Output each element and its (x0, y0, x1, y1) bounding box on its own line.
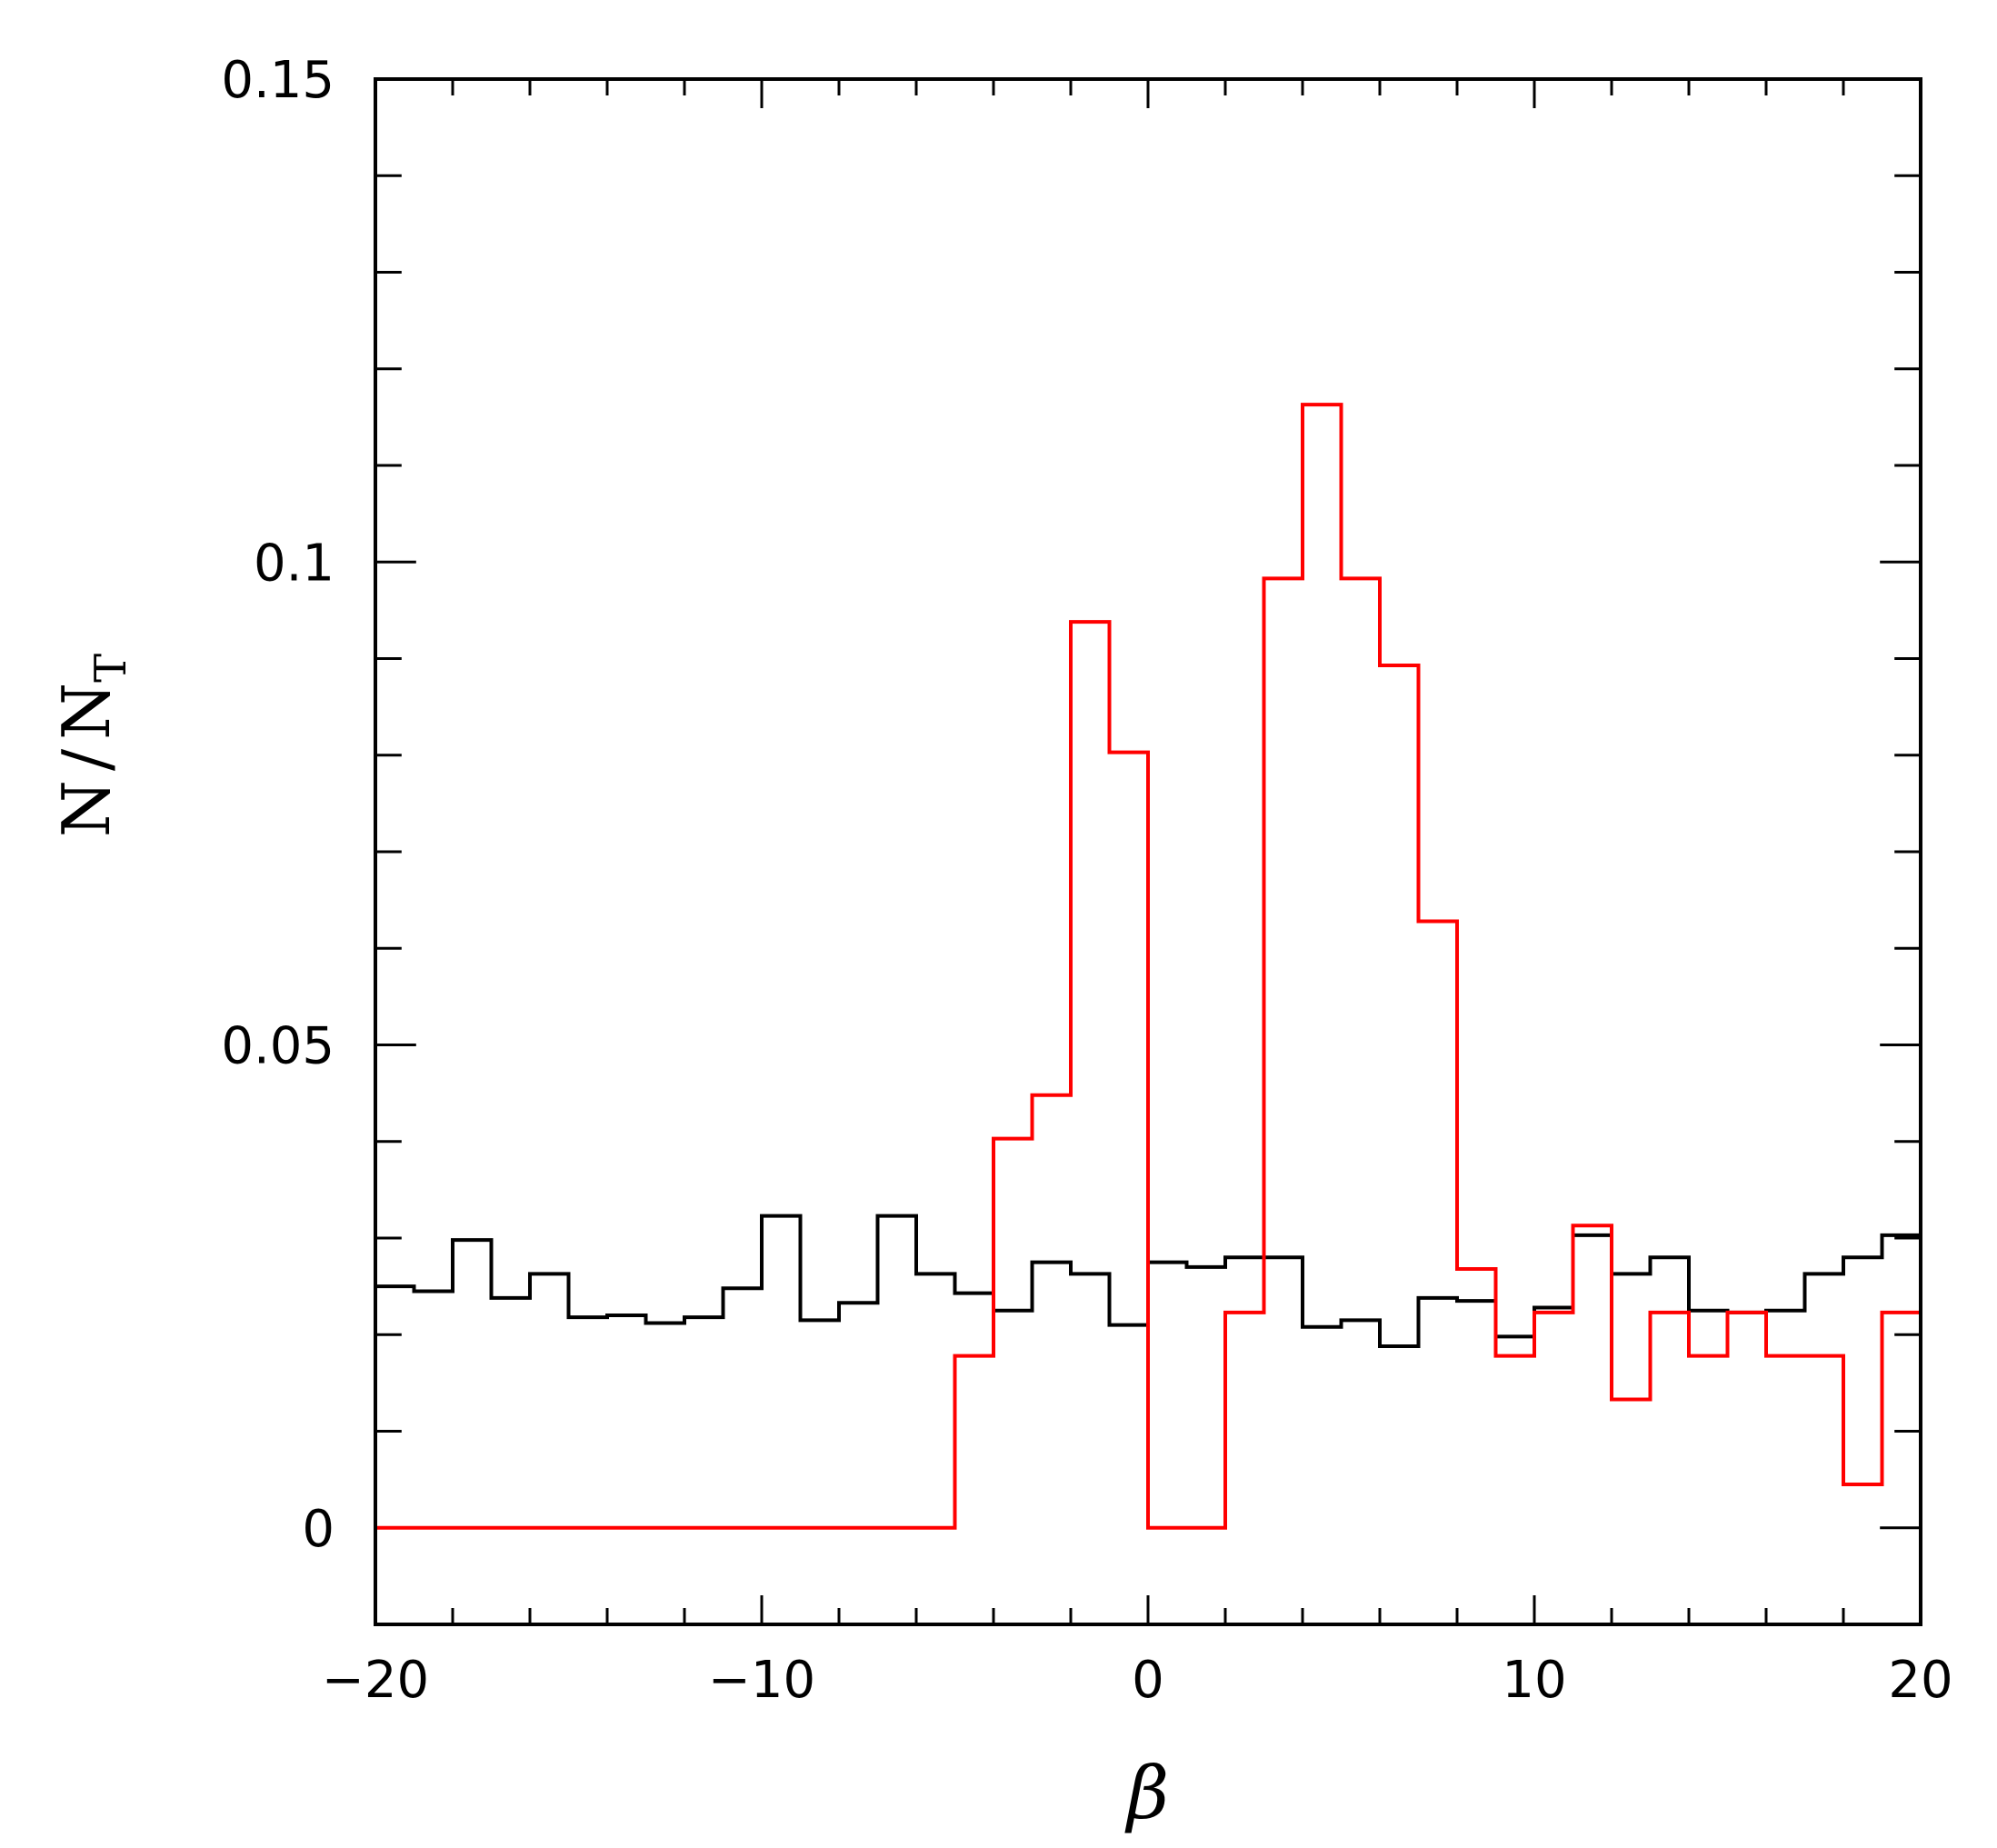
y-tick-label: 0.05 (221, 1017, 334, 1076)
x-tick-label: 0 (1132, 1651, 1164, 1710)
series-layer (375, 403, 1921, 1530)
y-axis-title-denominator: N (48, 683, 125, 740)
plot-frame (374, 77, 1922, 1626)
x-tick-label: −10 (708, 1651, 815, 1710)
series-line-1 (375, 403, 1921, 1530)
x-tick-label: 20 (1888, 1651, 1952, 1710)
y-tick-label: 0.1 (254, 534, 334, 593)
y-axis-title-subscript: T (85, 654, 136, 683)
y-tick-label: 0.15 (221, 51, 334, 110)
x-tick-label: −20 (322, 1651, 429, 1710)
x-tick-label: 10 (1502, 1651, 1566, 1710)
tick-labels: −20 −10 0 10 20 0 0.05 0.1 0.15 (221, 51, 1952, 1710)
y-tick-label: 0 (302, 1500, 334, 1559)
y-axis-title-main: N (48, 780, 125, 837)
x-axis-title: β (1124, 1751, 1169, 1835)
y-axis-title-slash: / (48, 748, 125, 771)
svg-text:N/NT: N/NT (48, 654, 136, 837)
y-axis-title: N/NT (48, 654, 136, 837)
